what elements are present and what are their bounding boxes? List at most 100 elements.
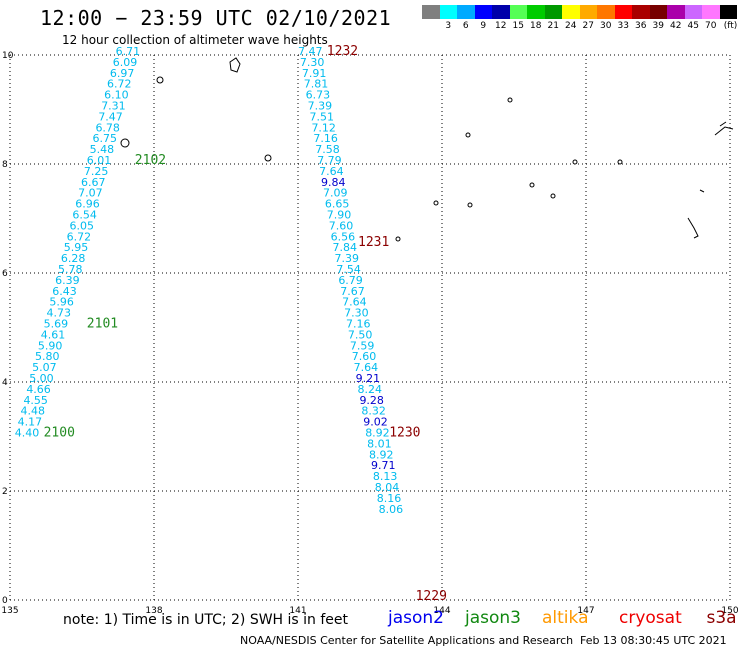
scale-label: 36 xyxy=(635,21,647,31)
wave-height-label: 6.54 xyxy=(72,209,97,222)
wave-height-label: 7.81 xyxy=(304,78,329,91)
wave-height-label: 7.67 xyxy=(340,285,365,298)
island-outline xyxy=(507,97,513,103)
scale-swatch xyxy=(562,5,580,19)
island-outline xyxy=(687,189,705,239)
wave-height-label: 7.60 xyxy=(352,350,377,363)
scale-label: 42 xyxy=(670,21,682,31)
wave-height-label: 9.71 xyxy=(371,459,396,472)
scale-swatch xyxy=(457,5,475,19)
wave-height-label: 7.64 xyxy=(354,361,379,374)
wave-height-label: 5.00 xyxy=(29,372,54,385)
wave-height-label: 7.07 xyxy=(78,187,103,200)
track-time-label: 2101 xyxy=(87,317,118,332)
wave-height-label: 7.39 xyxy=(308,100,333,113)
wave-height-label: 6.78 xyxy=(95,121,120,134)
track-time-label: 1232 xyxy=(327,44,358,59)
wave-height-label: 6.75 xyxy=(93,132,118,145)
wave-height-label: 9.21 xyxy=(356,372,381,385)
wave-height-label: 7.16 xyxy=(313,132,338,145)
island-outline xyxy=(229,57,241,73)
scale-swatch xyxy=(509,5,527,19)
color-scale-labels: 3 6 9 12 15 18 21 24 27 30 33 36 39 42 45 70 (ft) xyxy=(422,21,740,31)
wave-height-label: 6.96 xyxy=(75,198,100,211)
wave-height-label: 7.25 xyxy=(84,165,109,178)
wave-height-label: 9.84 xyxy=(321,176,346,189)
island-outline xyxy=(264,154,272,162)
wave-height-label: 6.05 xyxy=(70,219,95,232)
wave-height-label: 8.06 xyxy=(379,503,404,516)
wave-height-label: 7.64 xyxy=(319,165,344,178)
map-title: 12:00 − 23:59 UTC 02/10/2021 xyxy=(40,6,392,30)
scale-label: 70 xyxy=(705,21,717,31)
map-subtitle: 12 hour collection of altimeter wave hei… xyxy=(62,33,328,47)
x-tick-label: 144 xyxy=(433,606,450,616)
x-tick-label: 138 xyxy=(145,606,162,616)
wave-height-label: 7.79 xyxy=(317,154,342,167)
wave-height-label: 4.40 xyxy=(15,427,40,440)
wave-height-label: 7.39 xyxy=(334,252,359,265)
wave-height-label: 7.60 xyxy=(329,219,354,232)
island-outline xyxy=(395,236,401,242)
wave-height-label: 4.66 xyxy=(26,383,51,396)
wave-height-label: 8.92 xyxy=(369,448,394,461)
wave-height-label: 4.61 xyxy=(41,328,66,341)
wave-height-label: 5.90 xyxy=(38,339,63,352)
y-tick-label: 4 xyxy=(2,378,8,388)
wave-height-label: 6.67 xyxy=(81,176,106,189)
x-tick-label: 147 xyxy=(577,606,594,616)
scale-swatch xyxy=(544,5,562,19)
wave-height-label: 7.09 xyxy=(323,187,348,200)
y-tick-label: 2 xyxy=(2,487,8,497)
x-tick-label: 141 xyxy=(289,606,306,616)
timestamp-text: Feb 13 08:30:45 UTC 2021 xyxy=(580,634,727,647)
scale-label: 24 xyxy=(565,21,577,31)
scale-label: 45 xyxy=(687,21,699,31)
wave-height-label: 5.96 xyxy=(49,296,74,309)
y-tick-label: 8 xyxy=(2,160,8,170)
wave-height-label: 7.59 xyxy=(350,339,375,352)
island-outline xyxy=(120,138,130,148)
scale-label: 15 xyxy=(512,21,524,31)
track-time-label: 2102 xyxy=(135,153,166,168)
island-outline xyxy=(465,132,471,138)
wave-height-label: 6.43 xyxy=(52,285,77,298)
wave-height-label: 7.31 xyxy=(101,100,126,113)
scale-swatch xyxy=(667,5,685,19)
track-time-label: 1229 xyxy=(416,589,447,604)
wave-height-label: 7.50 xyxy=(348,328,373,341)
wave-height-label: 4.55 xyxy=(23,394,48,407)
wave-height-label: 8.13 xyxy=(373,470,398,483)
wave-height-label: 5.69 xyxy=(44,318,69,331)
scale-swatch xyxy=(439,5,457,19)
wave-height-label: 5.07 xyxy=(32,361,57,374)
wave-height-label: 6.39 xyxy=(55,274,79,287)
wave-height-label: 5.48 xyxy=(90,143,115,156)
wave-height-label: 6.73 xyxy=(306,89,331,102)
footer-note: note: 1) Time is in UTC; 2) SWH is in fe… xyxy=(63,612,349,628)
wave-height-label: 6.71 xyxy=(116,45,141,58)
track-time-label: 1230 xyxy=(389,426,420,441)
wave-height-label: 9.28 xyxy=(359,394,384,407)
track-time-label: 1231 xyxy=(358,235,389,250)
wave-height-label: 7.58 xyxy=(315,143,340,156)
island-outline xyxy=(550,193,556,199)
scale-label: 27 xyxy=(582,21,594,31)
wave-height-label: 8.16 xyxy=(377,492,402,505)
scale-swatch xyxy=(492,5,510,19)
legend-s3a: s3a xyxy=(706,608,737,628)
scale-swatch xyxy=(597,5,615,19)
wave-height-label: 8.32 xyxy=(361,405,386,418)
wave-height-label: 6.97 xyxy=(110,67,135,80)
wave-height-label: 7.16 xyxy=(346,318,371,331)
scale-label: 9 xyxy=(480,21,487,31)
scale-label: 12 xyxy=(495,21,507,31)
y-tick-label: 0 xyxy=(2,596,8,606)
wave-height-label: 6.65 xyxy=(325,198,350,211)
island-outline xyxy=(572,159,578,165)
wave-height-label: 8.24 xyxy=(358,383,383,396)
wave-height-label: 7.91 xyxy=(302,67,327,80)
scale-swatch xyxy=(684,5,702,19)
wave-height-label: 7.47 xyxy=(298,45,323,58)
